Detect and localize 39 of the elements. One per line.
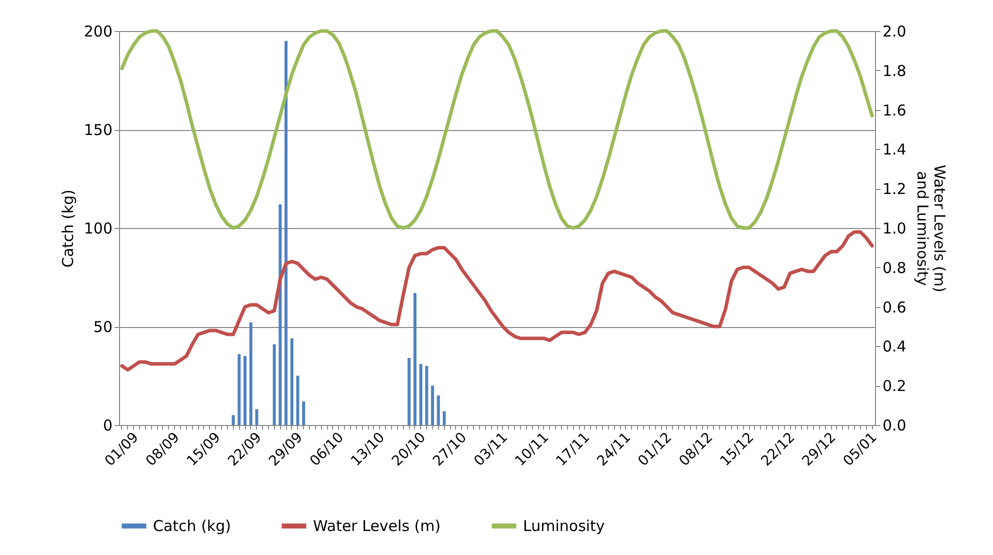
y2-tick-label: 1.2 <box>882 180 906 198</box>
bar <box>431 386 434 425</box>
y-tick-label: 100 <box>84 220 112 238</box>
bar <box>408 358 411 425</box>
bar <box>413 293 416 425</box>
y2-tick-label: 0.8 <box>882 258 906 277</box>
y2-tick-label: 1.0 <box>882 220 906 238</box>
bar <box>232 415 235 425</box>
legend-label: Luminosity <box>523 517 605 535</box>
legend-label: Water Levels (m) <box>313 517 441 535</box>
bar <box>442 411 446 425</box>
y-tick-label: 150 <box>84 121 112 139</box>
bar <box>302 401 306 425</box>
y2-tick-label: 1.6 <box>882 101 906 120</box>
bar <box>255 409 258 425</box>
y2-tick-label: 0.2 <box>882 377 906 396</box>
y2-tick-label: 1.4 <box>882 140 906 159</box>
bar <box>284 40 288 425</box>
y-tick-label: 200 <box>84 22 112 40</box>
bar <box>238 354 241 425</box>
y2-tick-label: 0.4 <box>882 338 906 356</box>
y2-tick-label: 0.0 <box>882 416 906 434</box>
bar <box>425 366 428 425</box>
y2-axis-title: Water Levels (m) and Luminosity <box>913 164 948 292</box>
legend-label: Catch (kg) <box>153 517 231 535</box>
bar <box>436 395 440 425</box>
y-axis-title: Catch (kg) <box>58 190 77 268</box>
bar <box>272 344 276 425</box>
bar <box>290 338 294 425</box>
y-tick-label: 50 <box>93 318 112 336</box>
y2-tick-label: 0.6 <box>882 298 906 316</box>
y2-tick-label: 2.0 <box>882 22 906 40</box>
y-tick-label: 0 <box>102 416 112 434</box>
y2-tick-label: 1.8 <box>882 62 906 80</box>
bar <box>278 204 282 425</box>
bar <box>249 322 252 425</box>
bar <box>419 364 422 425</box>
bar <box>244 356 246 425</box>
bar <box>296 376 300 425</box>
